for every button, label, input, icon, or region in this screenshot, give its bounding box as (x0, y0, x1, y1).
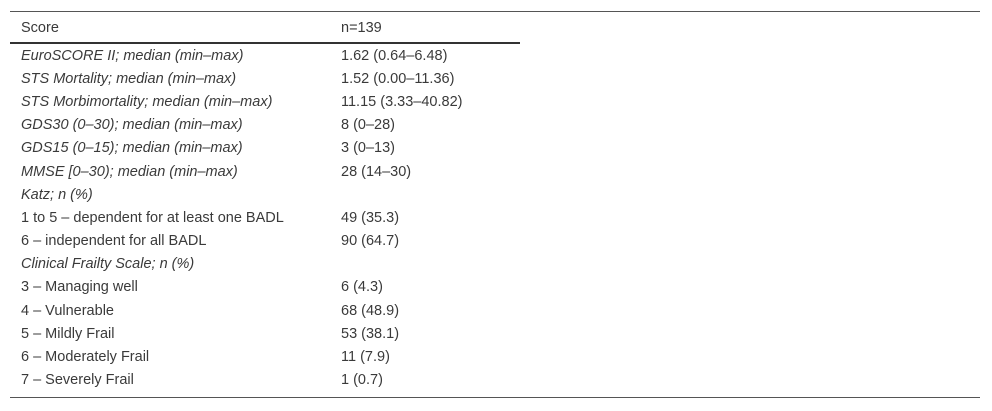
row-label: STS Morbimortality; median (min–max) (21, 93, 273, 110)
table-row: Katz; n (%) (10, 183, 980, 206)
row-label: 7 – Severely Frail (21, 372, 134, 389)
row-label: 3 – Managing well (21, 279, 138, 296)
row-value: 68 (48.9) (341, 302, 400, 319)
table-row: GDS30 (0–30); median (min–max) 8 (0–28) (10, 114, 980, 137)
table-row: STS Mortality; median (min–max) 1.52 (0.0… (10, 67, 980, 90)
table-row: STS Morbimortality; median (min–max) 11.1… (10, 90, 980, 113)
row-value: 28 (14–30) (341, 163, 412, 180)
row-label: GDS15 (0–15); median (min–max) (21, 140, 243, 157)
table: Score n=139 EuroSCORE II; median (min–ma… (10, 11, 980, 398)
row-value: 6 (4.3) (341, 279, 383, 296)
row-label: 6 – independent for all BADL (21, 233, 207, 250)
row-label: EuroSCORE II; median (min–max) (21, 47, 244, 64)
header-cell: Score (10, 12, 341, 44)
row-label: 5 – Mildly Frail (21, 325, 115, 342)
header-row: Score n=139 (10, 12, 980, 44)
row-value: 53 (38.1) (341, 325, 400, 342)
table-body: EuroSCORE II; median (min–max) 1.62 (0.64… (10, 44, 980, 392)
table-row: 6 – independent for all BADL 90 (64.7) (10, 230, 980, 253)
row-value: 1.62 (0.64–6.48) (341, 47, 448, 64)
row-label: Katz; n (%) (21, 186, 93, 203)
row-label: GDS30 (0–30); median (min–max) (21, 117, 243, 134)
row-value: 1.52 (0.00–11.36) (341, 70, 455, 87)
row-label: Clinical Frailty Scale; n (%) (21, 256, 195, 273)
row-label: 4 – Vulnerable (21, 302, 114, 319)
row-label: 6 – Moderately Frail (21, 349, 150, 366)
row-value: 8 (0–28) (341, 117, 396, 134)
table-row: Clinical Frailty Scale; n (%) (10, 253, 980, 276)
table-row: 3 – Managing well 6 (4.3) (10, 276, 980, 299)
table-row: 4 – Vulnerable 68 (48.9) (10, 299, 980, 322)
table-row: 1 to 5 – dependent for at least one BADL… (10, 206, 980, 229)
row-value: 90 (64.7) (341, 233, 400, 250)
row-value: 49 (35.3) (341, 209, 400, 226)
row-value: 11.15 (3.33–40.82) (341, 93, 463, 110)
row-label: 1 to 5 – dependent for at least one BADL (21, 209, 284, 226)
row-label: MMSE [0–30); median (min–max) (21, 163, 238, 180)
table-row: GDS15 (0–15); median (min–max) 3 (0–13) (10, 137, 980, 160)
row-label: STS Mortality; median (min–max) (21, 70, 237, 87)
table-row: EuroSCORE II; median (min–max) 1.62 (0.64… (10, 44, 980, 67)
row-value: 1 (0.7) (341, 372, 383, 389)
row-value: 11 (7.9) (341, 349, 390, 366)
table-row: 7 – Severely Frail 1 (0.7) (10, 369, 980, 392)
table-row: MMSE [0–30); median (min–max) 28 (14–30) (10, 160, 980, 183)
header-cell: n=139 (341, 12, 520, 44)
row-value: 3 (0–13) (341, 140, 396, 157)
table-row: 5 – Mildly Frail 53 (38.1) (10, 322, 980, 345)
table-row: 6 – Moderately Frail 11 (7.9) (10, 345, 980, 368)
